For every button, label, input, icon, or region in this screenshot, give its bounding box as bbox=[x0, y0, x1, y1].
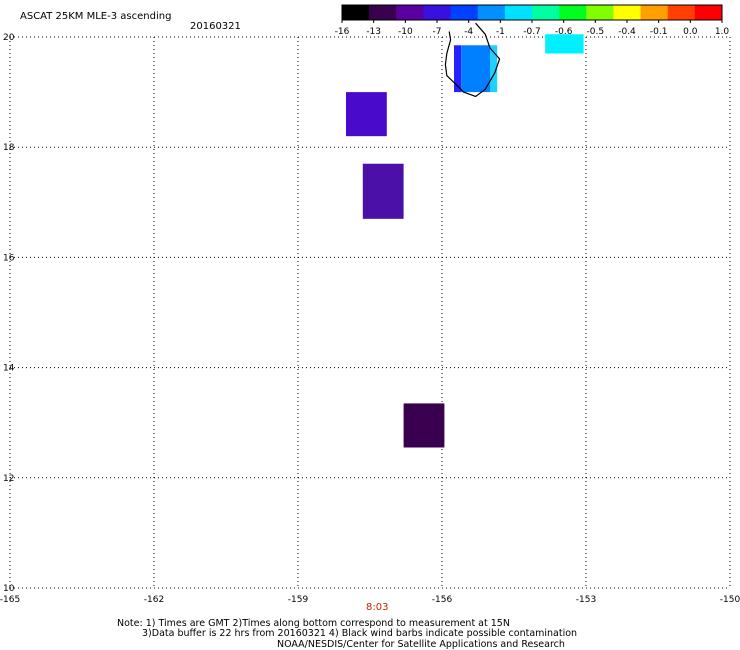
wind-cell-2 bbox=[403, 403, 445, 448]
colorbar-label: -0.4 bbox=[618, 27, 636, 37]
colorbar-label: 0.0 bbox=[683, 27, 698, 37]
x-tick-label: -165 bbox=[0, 595, 20, 605]
wind-cell-5 bbox=[490, 45, 498, 93]
colorbar: -16 -13 -10 -7 -4 -1 -0.7 -0.6 -0.5 -0.4 -0.1 0.0 1.… bbox=[335, 4, 730, 37]
colorbar-swatch-11 bbox=[640, 5, 669, 20]
colorbar-swatch-5 bbox=[477, 5, 506, 20]
y-tick-label: 20 bbox=[3, 33, 15, 43]
colorbar-label: -0.1 bbox=[650, 27, 668, 37]
colorbar-label: 1.0 bbox=[715, 27, 730, 37]
colorbar-swatch-6 bbox=[504, 5, 533, 20]
colorbar-label: -13 bbox=[366, 27, 381, 37]
wind-cell-4 bbox=[461, 45, 490, 93]
colorbar-label: -0.5 bbox=[587, 27, 605, 37]
colorbar-label: -4 bbox=[464, 27, 473, 37]
footnote-line-3: NOAA/NESDIS/Center for Satellite Applica… bbox=[277, 639, 565, 650]
colorbar-swatch-2 bbox=[396, 5, 424, 20]
wind-cell-6 bbox=[545, 34, 584, 54]
colorbar-swatch-0 bbox=[342, 5, 370, 20]
colorbar-label: -16 bbox=[335, 27, 350, 37]
colorbar-swatch-13 bbox=[694, 5, 723, 20]
y-tick-label: 16 bbox=[3, 253, 15, 263]
wind-cell-0 bbox=[346, 92, 387, 137]
colorbar-swatch-3 bbox=[423, 5, 452, 20]
colorbar-label: -1 bbox=[496, 27, 505, 37]
colorbar-swatch-7 bbox=[532, 5, 560, 20]
wind-cell-3 bbox=[454, 45, 462, 93]
header-title: ASCAT 25KM MLE-3 ascending bbox=[20, 11, 172, 22]
colorbar-swatch-12 bbox=[667, 5, 696, 20]
x-tick-label: -159 bbox=[288, 595, 309, 605]
colorbar-swatch-4 bbox=[450, 5, 479, 20]
x-tick-label: -150 bbox=[720, 595, 740, 605]
time-label: 8:03 bbox=[366, 602, 389, 613]
y-tick-label: 12 bbox=[3, 474, 14, 484]
colorbar-label: -7 bbox=[433, 27, 442, 37]
header-date: 20160321 bbox=[190, 21, 241, 32]
colorbar-swatch-10 bbox=[613, 5, 642, 20]
x-tick-label: -162 bbox=[144, 595, 164, 605]
colorbar-label: -0.7 bbox=[523, 27, 541, 37]
coastline bbox=[444, 22, 501, 98]
footnote-line-2: 3)Data buffer is 22 hrs from 20160321 4)… bbox=[142, 628, 578, 639]
colorbar-label: -0.6 bbox=[555, 27, 573, 37]
footnote-line-1: Note: 1) Times are GMT 2)Times along bot… bbox=[117, 618, 510, 629]
y-tick-label: 18 bbox=[3, 143, 15, 153]
colorbar-swatch-8 bbox=[559, 5, 587, 20]
colorbar-swatch-1 bbox=[369, 5, 397, 20]
colorbar-label: -10 bbox=[398, 27, 413, 37]
y-tick-label: 14 bbox=[3, 364, 15, 374]
colorbar-swatch-9 bbox=[586, 5, 614, 20]
x-tick-label: -153 bbox=[576, 595, 596, 605]
wind-cell-1 bbox=[362, 163, 404, 219]
x-tick-label: -156 bbox=[432, 595, 453, 605]
y-tick-label: 10 bbox=[3, 584, 15, 594]
plot-area: -165 -162 -159 -156 -153 -150 20 18 16 14 12 10 bbox=[0, 22, 740, 605]
